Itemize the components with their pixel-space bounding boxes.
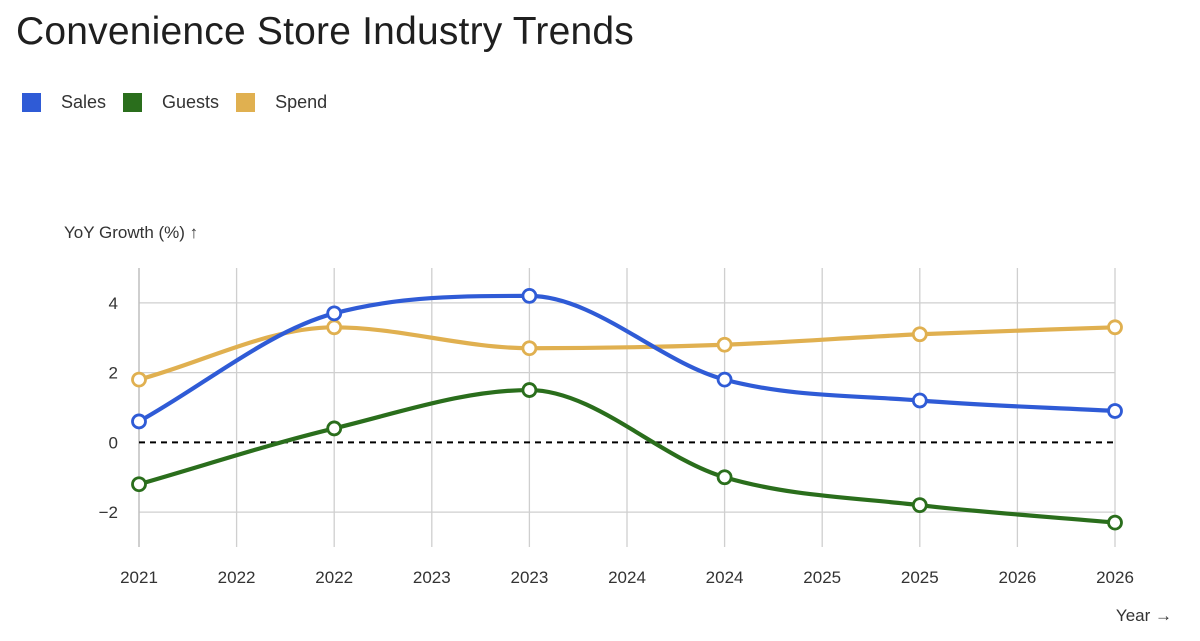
x-tick-label: 2026 <box>1096 568 1134 587</box>
legend-label-sales: Sales <box>61 92 107 112</box>
legend-label-spend: Spend <box>275 92 328 112</box>
x-tick-label: 2022 <box>218 568 256 587</box>
y-tick-label: 0 <box>109 433 118 452</box>
y-tick-label: −2 <box>99 503 118 522</box>
x-tick-label: 2021 <box>120 568 158 587</box>
legend-swatch-spend <box>236 93 256 112</box>
grid <box>138 268 1116 547</box>
x-tick-label: 2024 <box>706 568 744 587</box>
data-point-sales <box>326 305 343 322</box>
x-tick-label: 2022 <box>315 568 353 587</box>
data-point-spend <box>131 371 147 388</box>
chart-title: Convenience Store Industry Trends <box>16 10 634 53</box>
data-point-guests <box>131 476 147 493</box>
data-point-guests <box>326 420 343 437</box>
series-line-sales <box>136 293 1118 424</box>
x-tick-label: 2026 <box>998 568 1036 587</box>
data-point-guests <box>716 469 733 486</box>
legend-swatch-guests <box>123 93 143 112</box>
data-point-spend <box>326 319 343 336</box>
legend-item-spend[interactable]: Spend <box>236 92 327 113</box>
data-point-sales <box>1107 403 1123 419</box>
data-point-sales <box>911 392 928 409</box>
y-tick-label: 2 <box>109 364 118 383</box>
data-point-spend <box>716 336 733 353</box>
data-point-spend <box>911 326 928 343</box>
data-point-spend <box>521 340 538 357</box>
data-point-guests <box>1107 514 1123 531</box>
data-point-guests <box>521 382 538 398</box>
y-axis-label: YoY Growth (%) ↑ <box>64 223 198 242</box>
data-point-sales <box>521 287 538 304</box>
series-line-guests <box>136 387 1118 525</box>
data-point-sales <box>131 413 147 430</box>
x-tick-label: 2023 <box>413 568 451 587</box>
x-tick-label: 2023 <box>510 568 548 587</box>
x-axis-label: Year → <box>1116 606 1172 625</box>
data-point-sales <box>716 371 733 388</box>
data-point-spend <box>1107 319 1123 336</box>
x-tick-label: 2025 <box>901 568 939 587</box>
series-line-spend <box>136 325 1118 382</box>
x-tick-label: 2025 <box>803 568 841 587</box>
chart-legend: Sales Guests Spend <box>22 92 344 113</box>
legend-swatch-sales <box>22 93 41 112</box>
legend-item-guests[interactable]: Guests <box>123 92 219 113</box>
y-tick-label: 4 <box>109 294 118 313</box>
data-point-guests <box>911 497 928 514</box>
legend-label-guests: Guests <box>162 92 220 112</box>
legend-item-sales[interactable]: Sales <box>22 92 106 113</box>
x-tick-label: 2024 <box>608 568 646 587</box>
